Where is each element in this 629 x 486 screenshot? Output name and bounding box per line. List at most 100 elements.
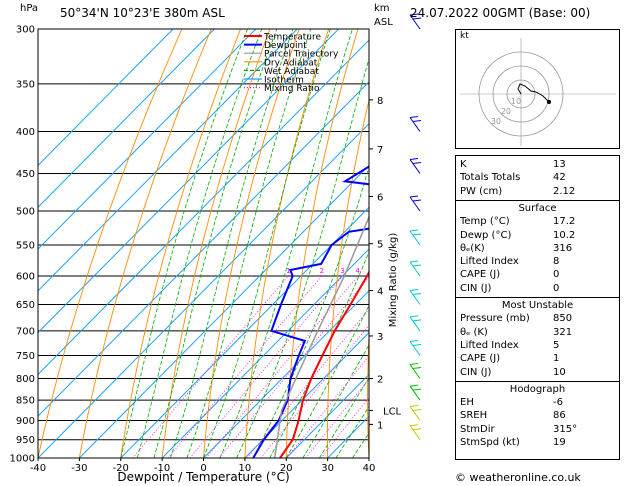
location-title: 50°34'N 10°23'E 380m ASL [60,6,225,20]
pressure-tick-label: 400 [16,127,35,138]
x-tick-label: 10 [239,463,252,474]
y-axis-label: Mixing Ratio (g/kg) [388,233,399,328]
wet-adiabat-line [153,29,278,458]
row-value: -6 [553,397,563,409]
pressure-tick-label: 500 [16,207,35,218]
km-tick-label: 5 [377,240,383,251]
copyright-text: © weatheronline.co.uk [455,471,581,484]
row-value: 0 [553,269,560,281]
mixing-ratio-label: 4 [356,267,361,275]
row-value: 321 [553,326,573,338]
mixing-ratio-label: 1 [286,267,290,275]
row-value: 42 [553,172,566,184]
indices-row: K 13 [460,158,615,171]
km-tick-label: 3 [377,332,383,343]
pressure-tick-label: 550 [16,240,35,251]
pressure-tick-label: 950 [16,435,35,446]
indices-row: Totals Totals 42 [460,171,615,184]
isotherm-line [203,290,369,458]
most-unstable-row: CAPE (J) 1 [460,352,615,365]
wind-barb [409,339,422,356]
row-value: 8 [553,256,560,268]
row-value: 0 [553,282,560,294]
wind-barb [409,229,422,246]
hodograph-ring-label: 30 [491,117,501,126]
wind-barb [409,260,422,277]
wet-adiabat-line [120,29,248,458]
hodograph-end-point [547,100,551,104]
wind-barb [409,195,422,212]
hodograph-kt-label: kt [460,31,469,41]
km-tick-label: 6 [377,192,383,203]
dry-adiabat-line [78,29,212,458]
lcl-label: LCL [383,406,402,417]
p-unit-label: hPa [20,3,39,14]
mixing-ratio-line [246,308,369,458]
series-temperature [279,270,369,458]
pressure-tick-label: 1000 [10,454,35,465]
hodograph-box: kt 10 20 30 [455,29,620,149]
row-value: 1 [553,353,560,365]
wet-adiabat-line [252,165,369,458]
isotherm-line [38,81,369,417]
row-label: K [460,159,467,170]
indices-row: PW (cm) 2.12 [460,185,615,198]
row-label: CIN (J) [460,282,492,294]
x-tick-label: 40 [363,463,376,474]
pressure-tick-label: 350 [16,79,35,90]
pressure-tick-label: 300 [16,25,35,36]
surface-row: CAPE (J) 0 [460,268,615,281]
pressure-tick-label: 450 [16,169,35,180]
row-label: Dewp (°C) [460,229,512,241]
most-unstable-row: Pressure (mb) 850 [460,312,615,325]
series-parcel-trajectory [273,215,369,458]
surface-row: CIN (J) 0 [460,282,615,295]
row-label: StmSpd (kt) [460,437,520,448]
legend-entry: Mixing Ratio [264,84,320,94]
km-tick-label: 2 [377,374,383,385]
wind-barb [409,404,422,421]
dry-adiabat-line [327,98,369,458]
row-label: Lifted Index [460,256,519,268]
dry-adiabat-line [120,29,242,458]
wet-adiabat-line [170,29,294,458]
surface-row: Lifted Index 8 [460,255,615,268]
row-label: CAPE (J) [460,269,501,281]
most-unstable-header: Most Unstable [501,300,574,311]
table-divider [456,297,619,298]
row-value: 315° [553,423,578,435]
series-dewpoint [252,165,369,458]
hodograph-trace [517,83,550,103]
mixing-ratio-label: 5 [368,267,372,275]
wet-adiabat-line [319,376,369,458]
isotherm-line [79,164,369,458]
x-tick-label: -30 [71,463,87,474]
hodograph-ring-label: 20 [501,107,511,116]
pressure-tick-label: 750 [16,351,35,362]
row-value: 5 [553,339,560,351]
row-value: 10.2 [553,229,576,241]
km-tick-label: 8 [377,96,383,107]
row-value: 316 [553,242,573,254]
table-divider [456,380,619,382]
legend-entry: Parcel Trajectory [264,50,339,60]
wind-barb [409,13,422,30]
x-tick-label: 30 [321,463,334,474]
table-divider [456,199,619,201]
legend-entry: Dewpoint [264,41,307,51]
surface-header: Surface [518,202,557,214]
dry-adiabat-line [203,29,300,458]
dry-adiabat-line [367,328,369,458]
row-value: 86 [553,410,566,422]
isotherm-line [38,29,257,250]
pressure-tick-label: 650 [16,300,35,311]
wet-adiabat-line [219,29,353,458]
isotherm-line [161,248,369,458]
isotherm-line [38,39,369,376]
dry-adiabat-line [38,29,183,458]
isotherm-line [38,29,339,334]
row-label: SREH [460,410,488,422]
mixing-ratio-label: 15 [429,267,438,275]
isotherm-line [38,29,174,167]
